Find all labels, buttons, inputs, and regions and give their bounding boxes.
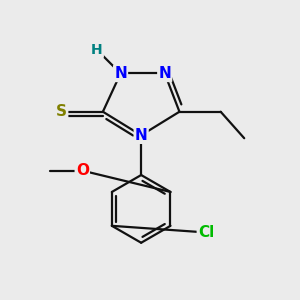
Text: S: S (56, 104, 67, 119)
Text: O: O (76, 163, 89, 178)
Text: Cl: Cl (198, 225, 214, 240)
Text: N: N (114, 66, 127, 81)
Text: N: N (135, 128, 148, 143)
Text: N: N (158, 66, 171, 81)
Text: H: H (91, 43, 103, 57)
